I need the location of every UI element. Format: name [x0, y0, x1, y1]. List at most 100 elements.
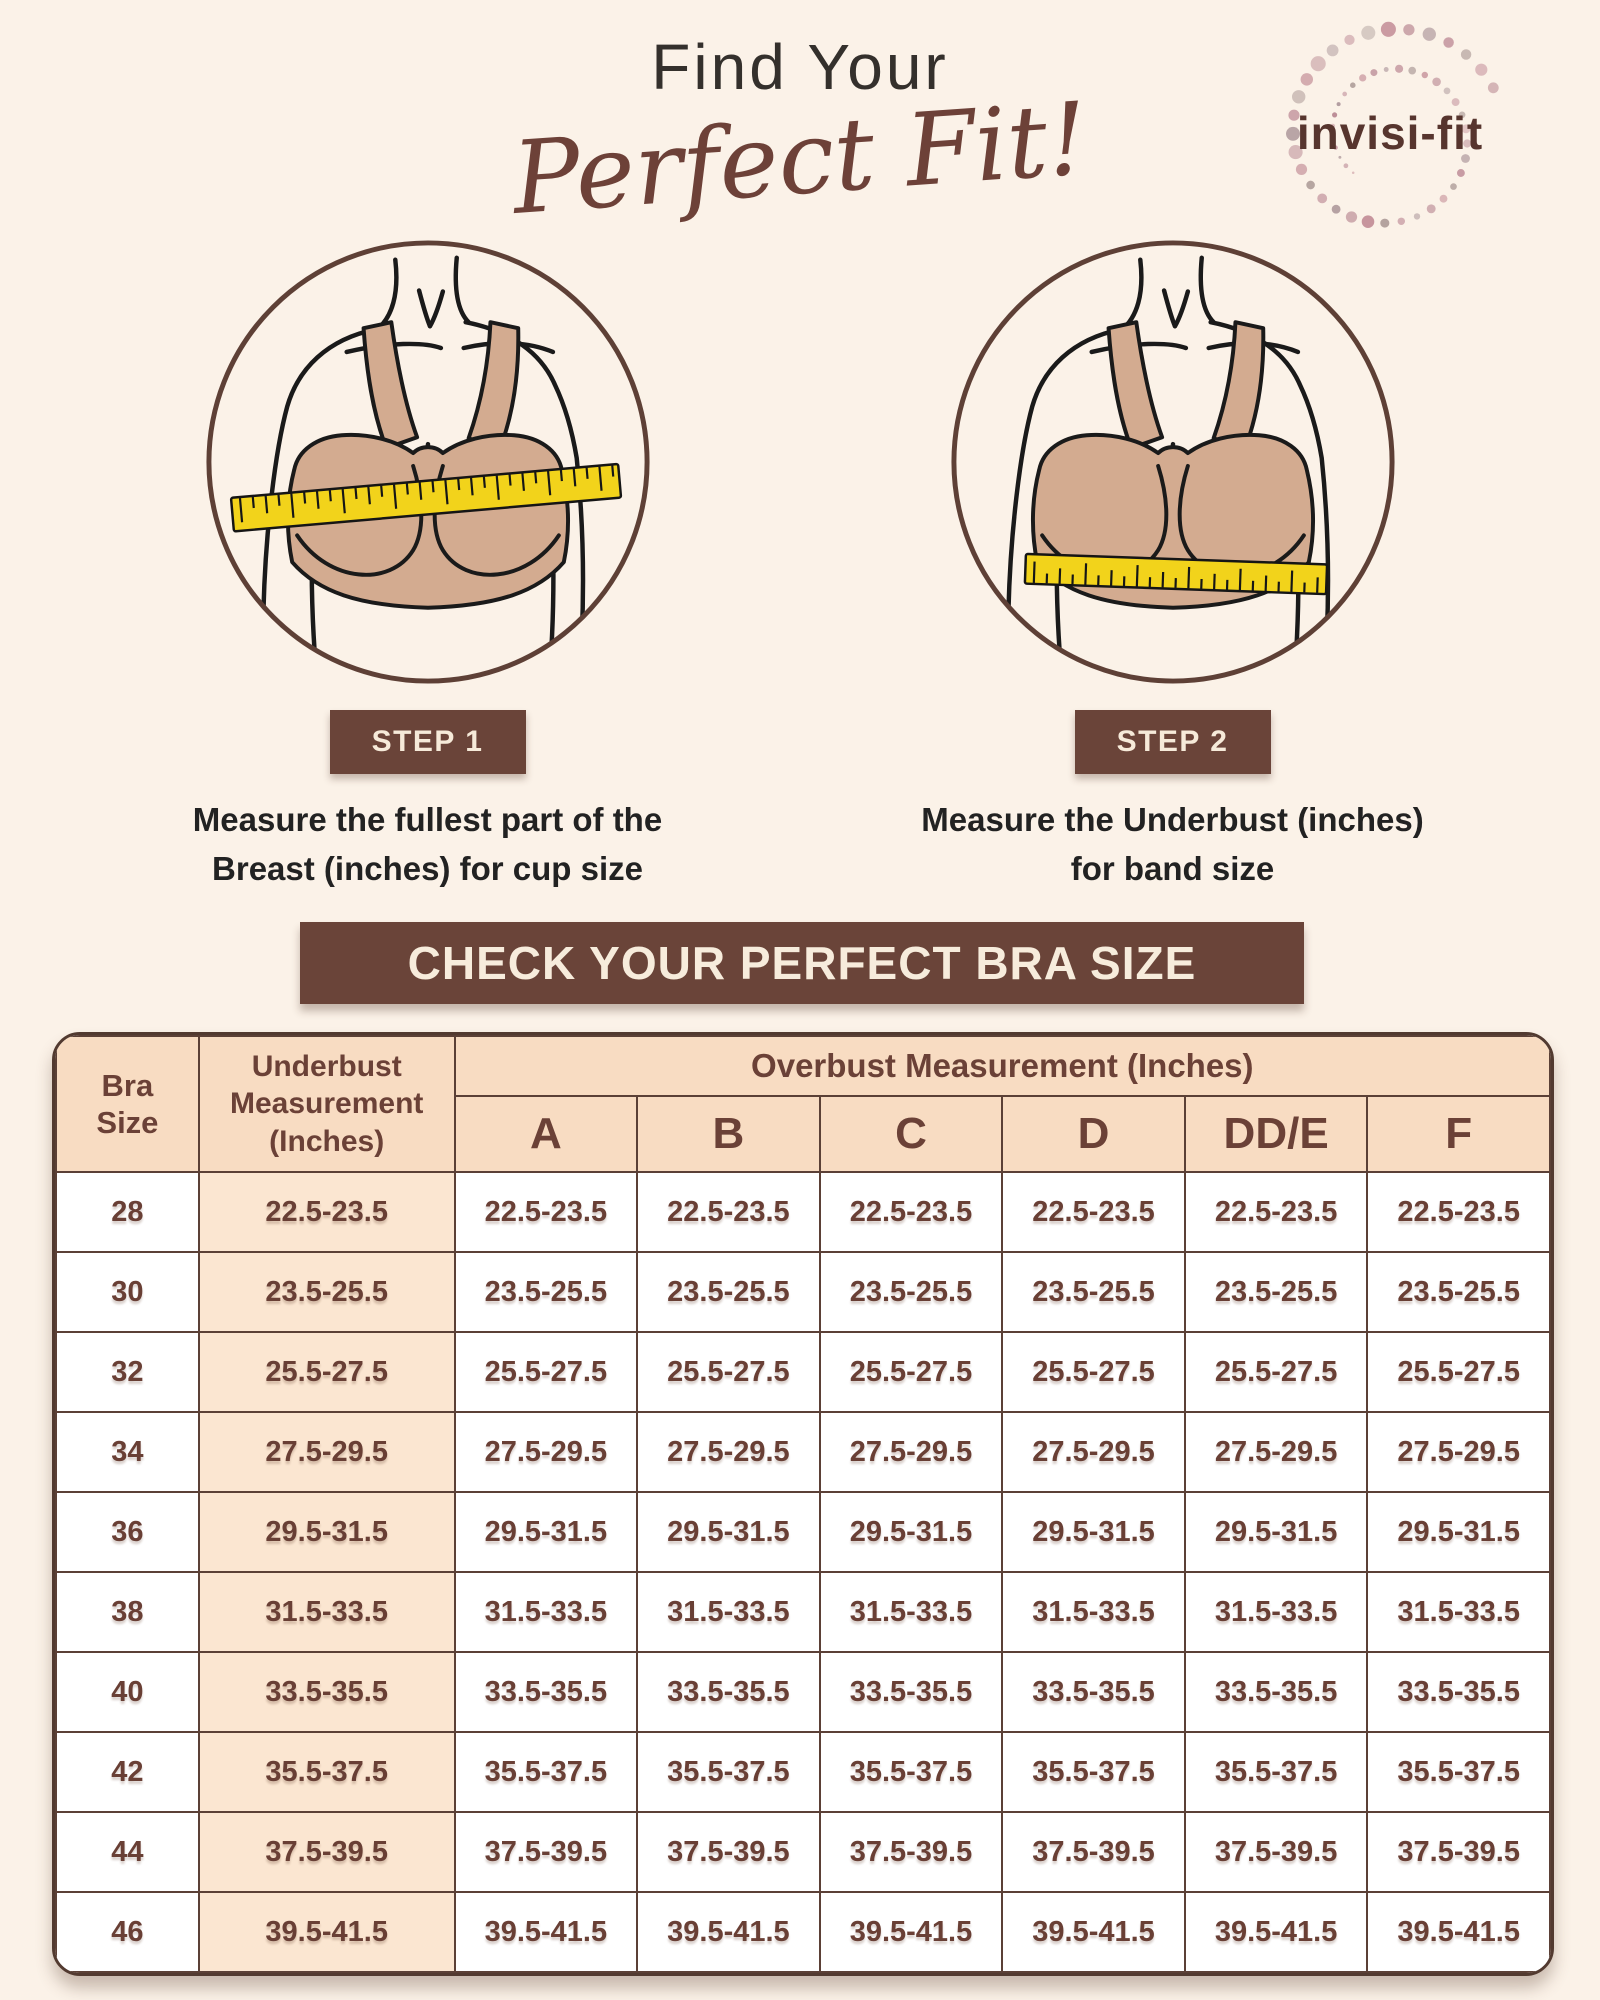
measurement-cell: 31.5-33.5: [818, 1571, 1004, 1653]
measurement-cell: 22.5-23.5: [1366, 1171, 1551, 1253]
measurement-cell: 35.5-37.5: [453, 1731, 639, 1813]
table-row: 44 37.5-39.5 37.5-39.5 37.5-39.5 37.5-39.5 37…: [55, 1811, 1551, 1893]
table-row: 34 27.5-29.5 27.5-29.5 27.5-29.5 27.5-29.5 27…: [55, 1411, 1551, 1493]
step-2-description-line1: Measure the Underbust (inches): [921, 801, 1424, 838]
measurement-cell: 35.5-37.5: [636, 1731, 821, 1813]
measurement-cell: 27.5-29.5: [453, 1411, 639, 1493]
step-2-badge: STEP 2: [1074, 710, 1271, 774]
measurement-cell: 25.5-27.5: [453, 1331, 639, 1413]
measurement-cell: 39.5-41.5: [1183, 1891, 1369, 1973]
measurement-cell: 33.5-35.5: [636, 1651, 821, 1733]
measurement-cell: 31.5-33.5: [1183, 1571, 1369, 1653]
measurement-cell: 33.5-35.5: [1001, 1651, 1186, 1733]
table-row: 36 29.5-31.5 29.5-31.5 29.5-31.5 29.5-31.5 29…: [55, 1491, 1551, 1573]
measuring-steps: STEP 1 Measure the fullest part of the B…: [0, 234, 1600, 894]
underbust-cell: 33.5-35.5: [197, 1651, 456, 1733]
table-row: 30 23.5-25.5 23.5-25.5 23.5-25.5 23.5-25.5 23…: [55, 1251, 1551, 1333]
bra-size-cell: 40: [55, 1651, 200, 1733]
size-chart: Bra Size Underbust Measurement (Inches) …: [55, 1035, 1551, 1973]
measurement-cell: 27.5-29.5: [636, 1411, 821, 1493]
cup-column-header: C: [818, 1095, 1004, 1173]
cup-column-header: DD/E: [1183, 1095, 1369, 1173]
underbust-cell: 39.5-41.5: [197, 1891, 456, 1973]
measurement-cell: 39.5-41.5: [1366, 1891, 1551, 1973]
bra-size-cell: 34: [55, 1411, 200, 1493]
measurement-cell: 33.5-35.5: [453, 1651, 639, 1733]
measurement-cell: 33.5-35.5: [1183, 1651, 1369, 1733]
cup-column-header: F: [1366, 1095, 1551, 1173]
measurement-cell: 22.5-23.5: [636, 1171, 821, 1253]
table-row: 42 35.5-37.5 35.5-37.5 35.5-37.5 35.5-37.5 35…: [55, 1731, 1551, 1813]
measurement-cell: 23.5-25.5: [1183, 1251, 1369, 1333]
col-header-overbust: Overbust Measurement (Inches): [453, 1035, 1551, 1097]
bra-size-cell: 38: [55, 1571, 200, 1653]
measurement-cell: 31.5-33.5: [636, 1571, 821, 1653]
measurement-cell: 37.5-39.5: [1183, 1811, 1369, 1893]
underbust-cell: 31.5-33.5: [197, 1571, 456, 1653]
bra-size-cell: 30: [55, 1251, 200, 1333]
measurement-cell: 29.5-31.5: [636, 1491, 821, 1573]
measurement-cell: 31.5-33.5: [1366, 1571, 1551, 1653]
measurement-cell: 31.5-33.5: [453, 1571, 639, 1653]
col-header-underbust: Underbust Measurement (Inches): [197, 1035, 456, 1173]
bra-size-cell: 46: [55, 1891, 200, 1973]
table-title-banner: CHECK YOUR PERFECT BRA SIZE: [300, 922, 1304, 1004]
measurement-cell: 33.5-35.5: [1366, 1651, 1551, 1733]
bra-size-table: Bra Size Underbust Measurement (Inches) …: [52, 1032, 1554, 1976]
measurement-cell: 37.5-39.5: [1366, 1811, 1551, 1893]
measurement-cell: 37.5-39.5: [453, 1811, 639, 1893]
table-row: 38 31.5-33.5 31.5-33.5 31.5-33.5 31.5-33.5 31…: [55, 1571, 1551, 1653]
table-row: 46 39.5-41.5 39.5-41.5 39.5-41.5 39.5-41.5 39…: [55, 1891, 1551, 1973]
measurement-cell: 35.5-37.5: [818, 1731, 1004, 1813]
measurement-cell: 39.5-41.5: [1001, 1891, 1186, 1973]
underbust-cell: 37.5-39.5: [197, 1811, 456, 1893]
measurement-cell: 35.5-37.5: [1183, 1731, 1369, 1813]
underbust-measurement-illustration: [945, 234, 1401, 690]
bra-size-cell: 28: [55, 1171, 200, 1253]
cup-column-header: A: [453, 1095, 639, 1173]
step-1-column: STEP 1 Measure the fullest part of the B…: [55, 234, 800, 894]
page-title: Find Your: [651, 31, 949, 103]
overbust-measurement-illustration: [200, 234, 656, 690]
measurement-cell: 27.5-29.5: [1366, 1411, 1551, 1493]
step-1-badge: STEP 1: [329, 710, 526, 774]
cup-column-header: D: [1001, 1095, 1186, 1173]
measurement-cell: 29.5-31.5: [818, 1491, 1004, 1573]
underbust-cell: 22.5-23.5: [197, 1171, 456, 1253]
torso-tape-underbust-icon: [950, 240, 1395, 684]
measurement-cell: 25.5-27.5: [818, 1331, 1004, 1413]
measurement-cell: 29.5-31.5: [1183, 1491, 1369, 1573]
measurement-cell: 29.5-31.5: [1366, 1491, 1551, 1573]
col-header-bra-size: Bra Size: [55, 1035, 200, 1173]
measurement-cell: 35.5-37.5: [1001, 1731, 1186, 1813]
measurement-cell: 37.5-39.5: [1001, 1811, 1186, 1893]
measurement-cell: 22.5-23.5: [818, 1171, 1004, 1253]
measurement-cell: 25.5-27.5: [1366, 1331, 1551, 1413]
brand-logo-text: invisi-fit: [1296, 107, 1484, 159]
measurement-cell: 37.5-39.5: [818, 1811, 1004, 1893]
measurement-cell: 22.5-23.5: [453, 1171, 639, 1253]
bra-size-cell: 44: [55, 1811, 200, 1893]
measurement-cell: 23.5-25.5: [1366, 1251, 1551, 1333]
measurement-cell: 27.5-29.5: [818, 1411, 1004, 1493]
bra-size-cell: 32: [55, 1331, 200, 1413]
measurement-cell: 25.5-27.5: [1183, 1331, 1369, 1413]
measurement-cell: 23.5-25.5: [818, 1251, 1004, 1333]
measurement-cell: 39.5-41.5: [636, 1891, 821, 1973]
measurement-cell: 22.5-23.5: [1183, 1171, 1369, 1253]
bra-size-cell: 42: [55, 1731, 200, 1813]
measurement-cell: 37.5-39.5: [636, 1811, 821, 1893]
measurement-cell: 31.5-33.5: [1001, 1571, 1186, 1653]
cup-column-header: B: [636, 1095, 821, 1173]
step-1-description-line1: Measure the fullest part of the: [192, 801, 663, 838]
measurement-cell: 39.5-41.5: [818, 1891, 1004, 1973]
measurement-cell: 25.5-27.5: [636, 1331, 821, 1413]
measurement-cell: 25.5-27.5: [1001, 1331, 1186, 1413]
step-1-description-line2: Breast (inches) for cup size: [212, 849, 643, 887]
underbust-cell: 27.5-29.5: [197, 1411, 456, 1493]
bra-size-cell: 36: [55, 1491, 200, 1573]
measurement-cell: 33.5-35.5: [818, 1651, 1004, 1733]
logo-dot-swirl-icon: [1286, 21, 1499, 228]
measurement-cell: 23.5-25.5: [636, 1251, 821, 1333]
